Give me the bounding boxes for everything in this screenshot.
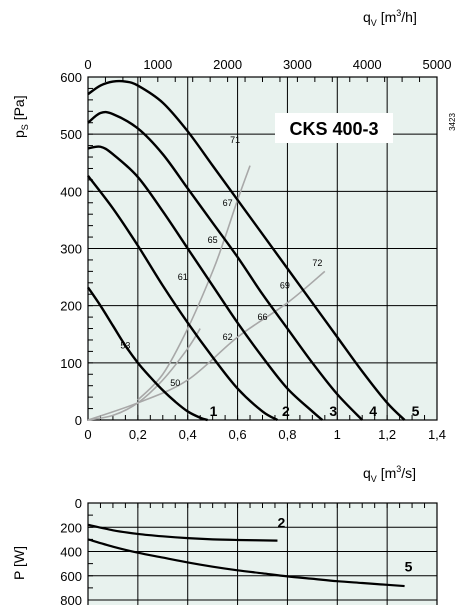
y-tick-labels: 0 100 200 300 400 500 600 xyxy=(60,70,82,428)
fan-curves xyxy=(87,79,406,422)
x-axis-label: qV [m3/s] xyxy=(363,464,416,484)
power-y-tick-label: 200 xyxy=(60,520,82,535)
title-box xyxy=(275,113,393,143)
x-tick-label: 1 xyxy=(334,427,341,442)
y-tick-label: 500 xyxy=(60,127,82,142)
y-tick-label: 600 xyxy=(60,70,82,85)
figure-code: 3423 xyxy=(448,113,457,131)
efficiency-label: 71 xyxy=(230,135,240,145)
power-y-tick-label: 800 xyxy=(60,593,82,605)
x-tick-label: 1,2 xyxy=(378,427,396,442)
power-minor-ticks xyxy=(87,502,438,601)
efficiency-line xyxy=(87,328,201,421)
fan-curve-2 xyxy=(87,175,279,422)
x-tick-label: 0,4 xyxy=(179,427,197,442)
curve-label: 5 xyxy=(412,403,420,419)
efficiency-label: 67 xyxy=(223,198,233,208)
y-tick-label: 300 xyxy=(60,242,82,257)
efficiency-label: 62 xyxy=(223,332,233,342)
chart-title: CKS 400-3 xyxy=(289,119,378,139)
efficiency-line xyxy=(87,270,326,421)
efficiency-label: 61 xyxy=(178,272,188,282)
curve-labels: 1 2 3 4 5 xyxy=(210,403,420,419)
efficiency-label: 53 xyxy=(120,341,130,351)
x2-tick-label: 5000 xyxy=(423,57,452,72)
fan-curve-1 xyxy=(87,286,209,422)
curve-label: 2 xyxy=(282,403,290,419)
x-tick-label: 0,6 xyxy=(229,427,247,442)
efficiency-label: 72 xyxy=(312,258,322,268)
x-tick-label: 0,2 xyxy=(129,427,147,442)
power-y-tick-label: 0 xyxy=(75,496,82,511)
x2-tick-label: 2000 xyxy=(213,57,242,72)
power-curve-labels: 25 xyxy=(277,514,412,574)
x2-axis-label: qV [m3/h] xyxy=(363,8,417,28)
x-tick-label: 0 xyxy=(84,427,91,442)
curve-label: 1 xyxy=(210,403,218,419)
x2-tick-label: 3000 xyxy=(283,57,312,72)
power-y-tick-labels: 0 200 400 600 800 xyxy=(60,496,82,605)
x-tick-labels: 0 0,2 0,4 0,6 0,8 1 1,2 1,4 xyxy=(84,427,446,442)
power-curve-label: 2 xyxy=(277,514,285,530)
x2-tick-label: 0 xyxy=(84,57,91,72)
y-tick-label: 400 xyxy=(60,184,82,199)
fan-curve-4 xyxy=(87,110,364,421)
power-grid xyxy=(88,503,437,605)
power-y-tick-label: 600 xyxy=(60,569,82,584)
y-tick-label: 100 xyxy=(60,356,82,371)
x2-tick-label: 1000 xyxy=(143,57,172,72)
power-curve-5 xyxy=(87,538,405,588)
power-curve-2 xyxy=(87,523,278,542)
x2-tick-label: 4000 xyxy=(353,57,382,72)
y-tick-label: 0 xyxy=(75,413,82,428)
efficiency-label: 50 xyxy=(170,378,180,388)
main-chart: 0 0,2 0,4 0,6 0,8 1 1,2 1,4 0 1000 2000 3000 4000 50… xyxy=(11,8,457,484)
x-tick-label: 0,8 xyxy=(278,427,296,442)
efficiency-labels: 53 50 61 62 65 66 67 69 71 72 xyxy=(120,135,322,388)
fan-curve-5 xyxy=(87,79,406,421)
y-axis-label: pS [Pa] xyxy=(11,95,30,138)
efficiency-label: 66 xyxy=(257,312,267,322)
power-y-tick-label: 400 xyxy=(60,545,82,560)
y-tick-label: 200 xyxy=(60,299,82,314)
efficiency-label: 69 xyxy=(280,281,290,291)
curve-label: 4 xyxy=(369,403,377,419)
curve-label: 3 xyxy=(329,403,337,419)
fan-curve-3 xyxy=(87,145,324,421)
x-tick-label: 1,4 xyxy=(428,427,446,442)
efficiency-label: 65 xyxy=(208,235,218,245)
x2-tick-labels: 0 1000 2000 3000 4000 5000 xyxy=(84,57,451,72)
power-y-axis-label: P [W] xyxy=(11,546,27,580)
main-minor-ticks xyxy=(87,76,438,421)
power-curve-label: 5 xyxy=(405,559,413,575)
power-curves xyxy=(87,523,405,588)
